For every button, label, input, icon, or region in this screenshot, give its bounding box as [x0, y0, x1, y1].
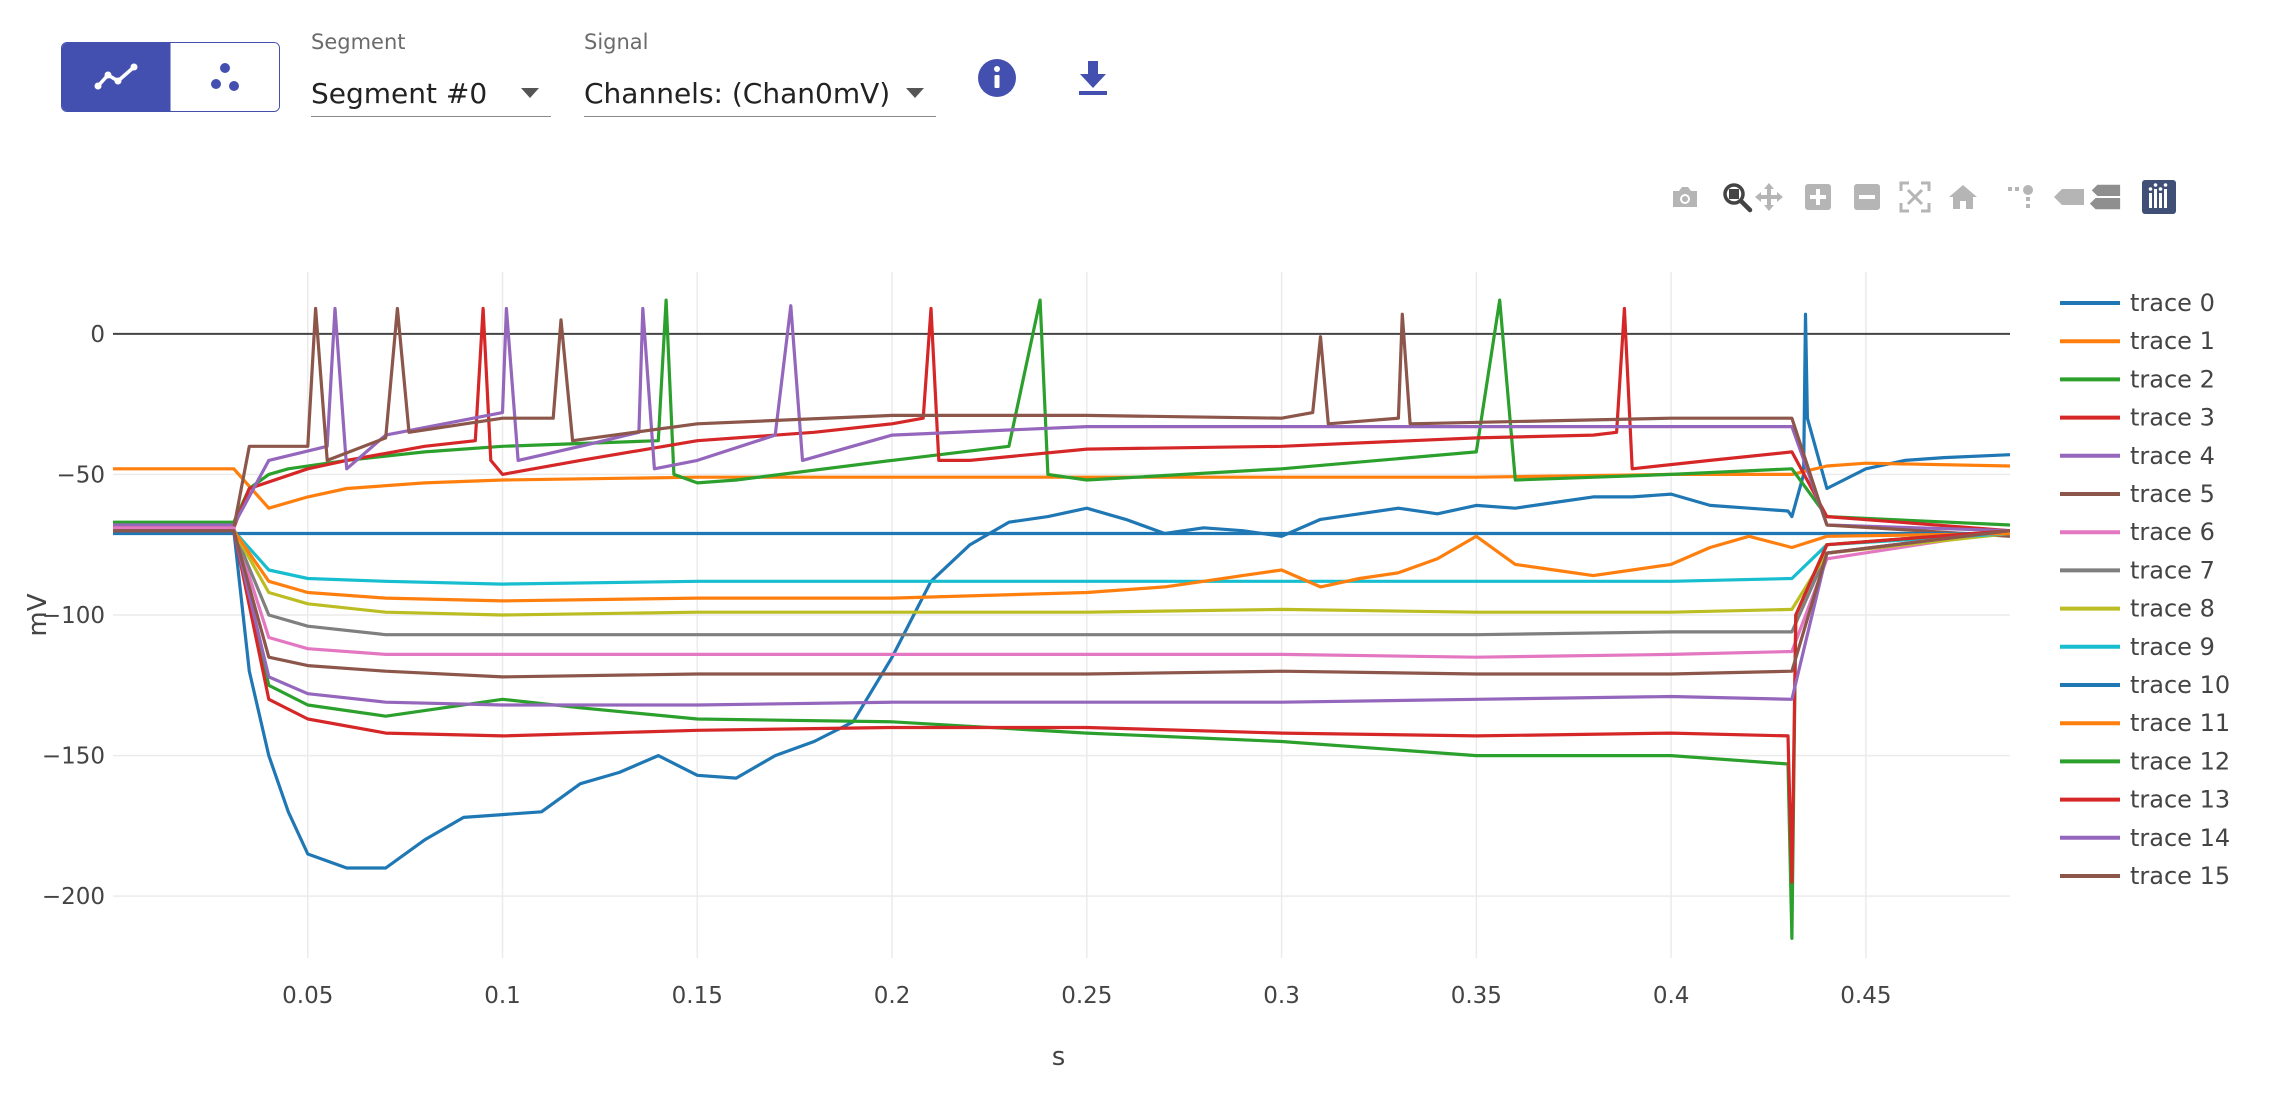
y-tick-label: 0: [90, 322, 105, 348]
zoom-in-icon: [1805, 184, 1831, 210]
series-line-3: [113, 306, 2010, 533]
legend-item-label[interactable]: trace 6: [2130, 518, 2215, 546]
reset-axes-button[interactable]: [1946, 180, 1980, 214]
legend-item-label[interactable]: trace 5: [2130, 480, 2215, 508]
x-tick-label: 0.4: [1653, 983, 1690, 1009]
view-mode-toggle: [61, 42, 280, 112]
plotly-logo-icon: [2142, 180, 2176, 214]
legend-item-label[interactable]: trace 11: [2130, 709, 2230, 737]
series-line-15: [113, 529, 2010, 679]
x-tick-label: 0.2: [874, 983, 911, 1009]
x-tick-label: 0.25: [1061, 983, 1112, 1009]
info-button[interactable]: [974, 55, 1020, 101]
zoom-out-icon: [1854, 184, 1880, 210]
legend-item-label[interactable]: trace 12: [2130, 747, 2230, 775]
legend-item-label[interactable]: trace 10: [2130, 671, 2230, 699]
legend-item-label[interactable]: trace 8: [2130, 595, 2215, 623]
legend-item-label[interactable]: trace 14: [2130, 824, 2230, 852]
y-axis-title: mV: [23, 593, 53, 636]
zoom-icon: [1723, 183, 1753, 213]
x-tick-label: 0.35: [1451, 983, 1502, 1009]
x-axis-title: s: [1052, 1042, 1066, 1072]
legend-item-label[interactable]: trace 4: [2130, 442, 2215, 470]
pan-icon: [1755, 183, 1783, 211]
y-tick-label: −100: [42, 603, 105, 629]
pan-button[interactable]: [1752, 180, 1786, 214]
series-line-6: [113, 526, 2010, 659]
segment-select: Segment Segment #0: [311, 30, 551, 117]
hover-compare-button[interactable]: [2088, 180, 2122, 214]
signal-select: Signal Channels: (Chan0mV): [584, 30, 936, 117]
signal-label: Signal: [584, 30, 649, 54]
zoom-out-button[interactable]: [1850, 180, 1884, 214]
series-line-5: [113, 306, 2010, 538]
segment-label: Segment: [311, 30, 406, 54]
scatter-icon: [211, 63, 239, 91]
hover-closest-icon: [2054, 189, 2084, 205]
legend-item-label[interactable]: trace 9: [2130, 633, 2215, 661]
y-tick-label: −200: [42, 884, 105, 910]
signal-value: Channels: (Chan0mV): [584, 76, 891, 110]
download-button[interactable]: [1070, 55, 1116, 101]
spike-lines-button[interactable]: [2005, 180, 2039, 214]
scatter-view-button[interactable]: [170, 43, 279, 111]
x-tick-label: 0.3: [1263, 983, 1300, 1009]
y-tick-label: −50: [56, 462, 105, 488]
autoscale-icon: [1899, 181, 1931, 213]
info-icon: [978, 59, 1016, 97]
legend-item-label[interactable]: trace 1: [2130, 327, 2215, 355]
x-tick-label: 0.05: [282, 983, 333, 1009]
legend-item-label[interactable]: trace 3: [2130, 404, 2215, 432]
chevron-down-icon: [521, 88, 539, 98]
series-line-2: [113, 298, 2010, 527]
legend-item-label[interactable]: trace 2: [2130, 365, 2215, 393]
legend-item-label[interactable]: trace 7: [2130, 556, 2215, 584]
x-tick-label: 0.45: [1840, 983, 1891, 1009]
download-plot-button[interactable]: [1668, 180, 1702, 214]
series-line-14: [113, 529, 2010, 707]
series-line-13: [113, 529, 2010, 884]
zoom-in-button[interactable]: [1801, 180, 1835, 214]
line-chart-icon: [94, 63, 138, 90]
line-view-button[interactable]: [62, 43, 170, 111]
series-line-4: [113, 304, 2010, 533]
series-line-9: [113, 529, 2010, 586]
hover-compare-icon: [2089, 184, 2121, 210]
series-line-11: [113, 529, 2010, 603]
segment-value: Segment #0: [311, 76, 488, 110]
spike-lines-icon: [2008, 185, 2033, 208]
y-tick-label: −150: [42, 744, 105, 770]
legend-item-label[interactable]: trace 13: [2130, 786, 2230, 814]
x-tick-label: 0.15: [672, 983, 723, 1009]
signal-dropdown[interactable]: Channels: (Chan0mV): [584, 70, 936, 117]
segment-dropdown[interactable]: Segment #0: [311, 70, 551, 117]
x-tick-label: 0.1: [484, 983, 521, 1009]
download-icon: [1079, 61, 1107, 95]
zoom-button[interactable]: [1720, 180, 1754, 214]
series-line-0: [113, 312, 2010, 870]
legend-item-label[interactable]: trace 0: [2130, 289, 2215, 317]
hover-closest-button[interactable]: [2052, 180, 2086, 214]
series-line-8: [113, 529, 2010, 617]
autoscale-button[interactable]: [1898, 180, 1932, 214]
chevron-down-icon: [906, 88, 924, 98]
plotly-logo-button[interactable]: [2142, 180, 2176, 214]
series-line-7: [113, 529, 2010, 637]
reset-axes-icon: [1949, 185, 1977, 209]
camera-icon: [1673, 187, 1697, 207]
legend-item-label[interactable]: trace 15: [2130, 862, 2230, 890]
